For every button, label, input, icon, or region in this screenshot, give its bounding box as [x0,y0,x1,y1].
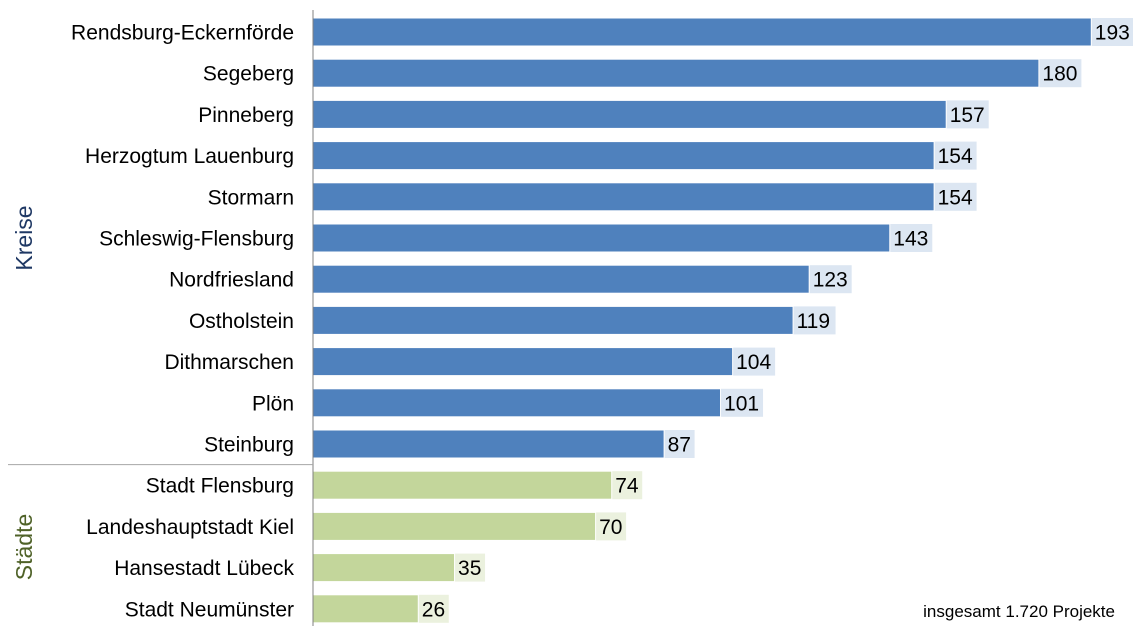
category-label: Nordfriesland [169,269,294,292]
value-label: 35 [458,557,481,580]
value-label: 74 [615,475,639,498]
bar [313,224,890,252]
bar [313,512,596,540]
value-label: 143 [893,228,928,251]
category-label: Stormarn [208,186,294,209]
bar [313,471,612,499]
value-label: 104 [736,351,771,374]
bar [313,18,1091,46]
value-label: 119 [797,310,830,333]
category-label: Schleswig-Flensburg [99,228,294,251]
value-label: 193 [1095,22,1130,45]
value-label-background [1091,18,1133,46]
bar [313,100,946,128]
value-label-background [612,471,643,500]
value-label-background [934,141,977,170]
bar [313,348,733,376]
value-label-background [664,430,695,458]
bar [313,430,664,458]
category-label: Landeshauptstadt Kiel [86,516,294,539]
value-label-background [596,512,627,541]
category-label: Herzogtum Lauenburg [85,145,294,168]
group-label-staedte: Städte [11,514,37,581]
value-label-background [793,306,836,335]
value-label: 154 [938,145,973,168]
value-label: 101 [724,392,759,415]
value-label-background [721,388,764,417]
value-label-background [733,347,776,376]
total-note: insgesamt 1.720 Projekte [923,602,1115,621]
value-label-background [934,182,977,211]
category-label: Steinburg [204,434,294,457]
category-label: Hansestadt Lübeck [114,557,294,580]
category-label: Ostholstein [189,310,294,333]
bars-layer [313,18,1091,623]
value-label: 26 [422,598,445,621]
value-label: 70 [599,516,622,539]
category-label: Pinneberg [198,104,294,127]
bar [313,265,809,293]
category-label: Plön [252,392,294,415]
bar [313,306,793,334]
value-label-background [890,224,933,252]
labels-layer: Rendsburg-Eckernförde 193 Segeberg 180 Pinne… [71,18,1133,623]
value-label: 123 [813,269,848,292]
bar [313,59,1039,87]
bar [313,595,418,623]
category-label: Dithmarschen [164,351,294,374]
value-label-background [418,594,449,623]
bar [313,389,721,417]
value-label: 87 [668,434,691,457]
value-label-background [455,553,486,582]
bar [313,554,455,582]
bar [313,142,934,170]
value-label: 157 [950,104,985,127]
value-label-background [946,100,989,129]
value-label-background [809,265,852,294]
bar [313,183,934,211]
group-label-kreise: Kreise [11,205,37,270]
value-label-background [1039,59,1082,88]
category-label: Segeberg [203,63,294,86]
value-label: 154 [938,186,973,209]
category-label: Stadt Neumünster [125,598,294,621]
value-label: 180 [1042,63,1077,86]
category-label: Rendsburg-Eckernförde [71,22,294,45]
category-label: Stadt Flensburg [146,475,294,498]
